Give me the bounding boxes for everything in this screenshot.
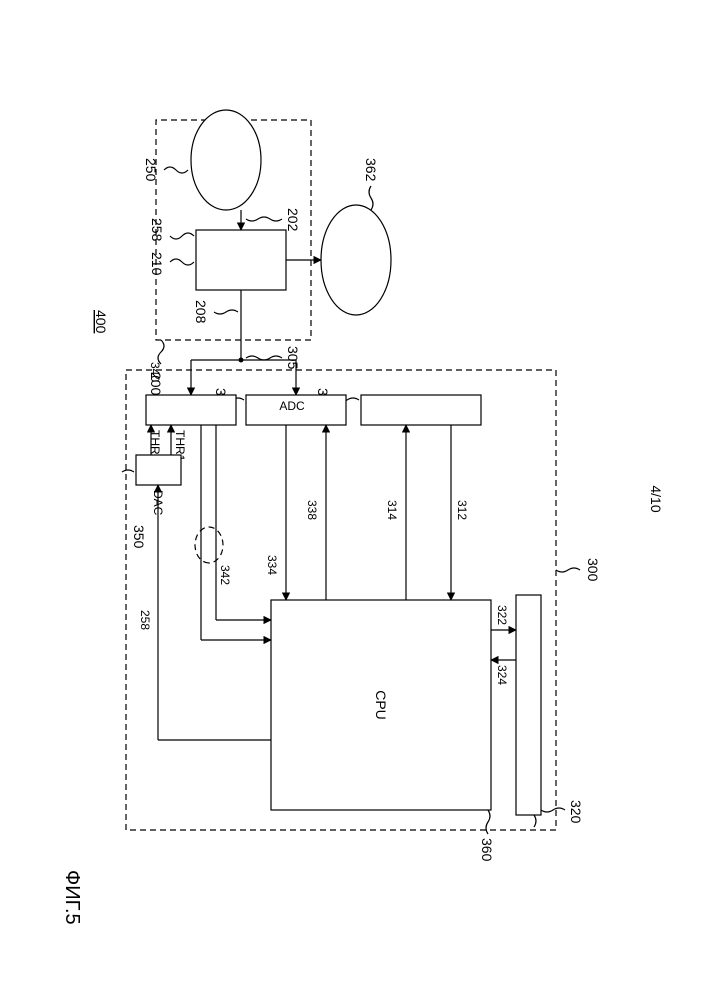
leader-250 <box>164 167 188 173</box>
cpu-label: CPU <box>373 690 389 720</box>
leader-360 <box>486 810 490 834</box>
system-ref: 400 <box>93 310 109 334</box>
ref-202: 202 <box>285 208 301 232</box>
ref-300: 300 <box>585 558 601 582</box>
ref-338: 338 <box>305 500 319 520</box>
bus-block <box>516 595 541 815</box>
leader-208 <box>214 310 238 314</box>
ref-324: 324 <box>495 665 509 685</box>
ref-342: 342 <box>218 565 232 585</box>
ref-360: 360 <box>479 838 495 862</box>
page-number: 4/10 <box>648 485 664 512</box>
leader-320 <box>534 815 536 827</box>
ref-250: 250 <box>143 158 159 182</box>
leader-320b <box>541 808 565 812</box>
adc-label: ADC <box>279 399 305 413</box>
figure-label: ФИГ.5 <box>61 870 83 925</box>
dac-block <box>136 455 181 485</box>
mem-block <box>361 395 481 425</box>
ref-322: 322 <box>495 605 509 625</box>
bundle-342 <box>195 527 223 563</box>
ref-258a: 258 <box>149 218 165 242</box>
leader-200 <box>158 340 164 364</box>
ref-340c: 340 <box>148 362 162 382</box>
ref-305: 305 <box>285 346 301 370</box>
ref-362: 362 <box>363 158 379 182</box>
leader-202 <box>246 217 282 221</box>
leader-362 <box>369 186 373 210</box>
ref-208: 208 <box>193 300 209 324</box>
leader-210 <box>170 259 194 265</box>
ref-334: 334 <box>265 555 279 575</box>
ref-210: 210 <box>149 252 165 276</box>
ref-350b: 350 <box>131 525 147 549</box>
cmp-block <box>146 395 236 425</box>
ref-314: 314 <box>385 500 399 520</box>
source-ellipse <box>191 110 261 210</box>
display-ellipse <box>321 205 391 315</box>
amp-block <box>196 230 286 290</box>
leader-350 <box>122 470 134 472</box>
ref-312: 312 <box>455 500 469 520</box>
leader-258a <box>170 233 194 239</box>
ref-320: 320 <box>568 800 584 824</box>
diagram-canvas: 4/10 200 250 210 258 202 362 300 <box>0 0 706 999</box>
leader-300 <box>556 568 580 572</box>
ref-258b: 258 <box>138 610 152 630</box>
